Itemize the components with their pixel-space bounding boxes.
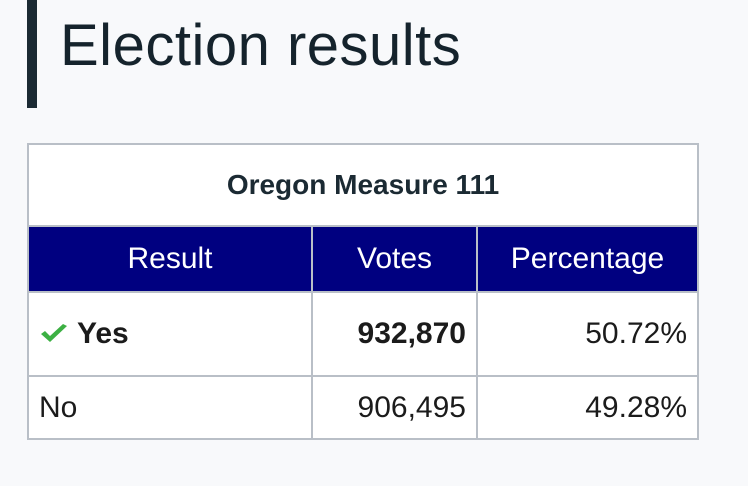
results-table: Oregon Measure 111 Result Votes Percenta… [27, 143, 699, 440]
percentage-cell: 50.72% [476, 291, 699, 377]
column-header: Result [27, 225, 313, 293]
accent-bar [27, 0, 37, 108]
result-row: Yes 932,870 50.72% [27, 291, 699, 377]
votes-cell: 932,870 [311, 291, 478, 377]
column-header: Votes [311, 225, 478, 293]
result-cell: No [27, 375, 313, 440]
result-label: Yes [77, 317, 129, 350]
result-row: No 906,495 49.28% [27, 375, 699, 440]
votes-cell: 906,495 [311, 375, 478, 440]
caption-row: Oregon Measure 111 [27, 143, 699, 227]
column-header: Percentage [476, 225, 699, 293]
percentage-cell: 49.28% [476, 375, 699, 440]
page-title: Election results [60, 13, 462, 78]
result-cell: Yes [27, 291, 313, 377]
header-row: Result Votes Percentage [27, 225, 699, 293]
table-caption: Oregon Measure 111 [27, 143, 699, 227]
check-icon [41, 324, 67, 342]
